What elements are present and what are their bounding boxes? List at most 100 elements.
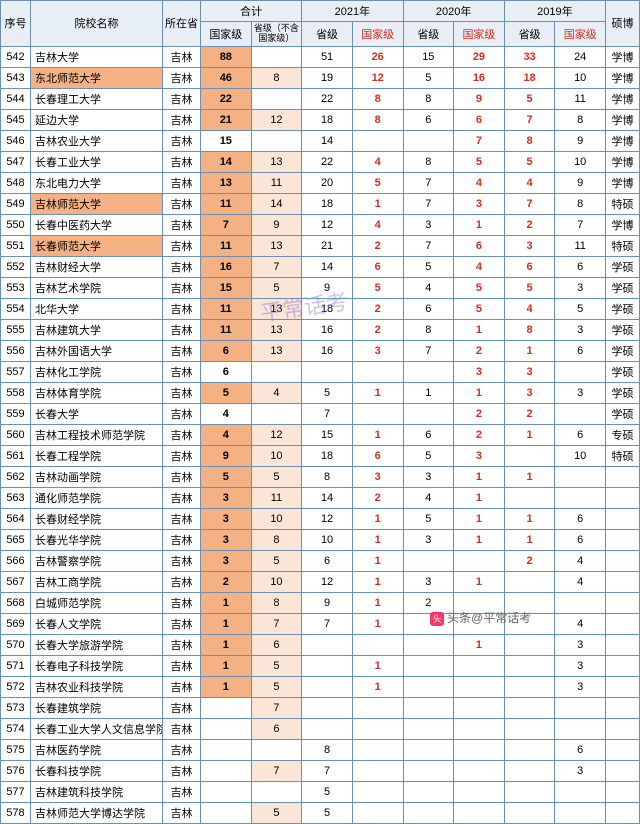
cell: 10 xyxy=(555,445,606,466)
cell: 1 xyxy=(504,508,555,529)
cell: 567 xyxy=(1,571,31,592)
cell xyxy=(251,781,302,802)
cell: 吉林 xyxy=(163,487,201,508)
cell: 长春电子科技学院 xyxy=(31,655,163,676)
cell: 16 xyxy=(302,340,353,361)
cell: 1 xyxy=(352,613,403,634)
cell: 22 xyxy=(201,88,252,109)
cell: 通化师范学院 xyxy=(31,487,163,508)
cell: 6 xyxy=(555,340,606,361)
cell: 3 xyxy=(403,529,454,550)
cell: 1 xyxy=(454,214,505,235)
cell: 5 xyxy=(251,466,302,487)
table-row: 574长春工业大学人文信息学院吉林6 xyxy=(1,718,640,739)
table-row: 549吉林师范大学吉林11141817378特硕 xyxy=(1,193,640,214)
cell: 3 xyxy=(555,319,606,340)
cell: 1 xyxy=(352,571,403,592)
cell xyxy=(454,655,505,676)
cell: 吉林动画学院 xyxy=(31,466,163,487)
cell: 1 xyxy=(454,466,505,487)
cell: 14 xyxy=(251,193,302,214)
table-row: 543东北师范大学吉林46819125161810学博 xyxy=(1,67,640,88)
cell: 吉林 xyxy=(163,508,201,529)
table-row: 542吉林大学吉林88512615293324学博 xyxy=(1,46,640,67)
cell: 574 xyxy=(1,718,31,739)
cell: 7 xyxy=(403,193,454,214)
cell: 6 xyxy=(403,109,454,130)
cell xyxy=(606,613,640,634)
cell: 特硕 xyxy=(606,193,640,214)
cell xyxy=(606,802,640,823)
cell: 12 xyxy=(251,109,302,130)
cell xyxy=(201,802,252,823)
cell xyxy=(606,592,640,613)
cell: 长春建筑学院 xyxy=(31,697,163,718)
table-row: 561长春工程学院吉林9101865310特硕 xyxy=(1,445,640,466)
cell: 长春大学旅游学院 xyxy=(31,634,163,655)
hdr-21sj: 省级 xyxy=(302,22,353,47)
hdr-gj: 国家级 xyxy=(201,22,252,47)
cell xyxy=(606,466,640,487)
cell: 2 xyxy=(352,319,403,340)
cell: 2 xyxy=(352,298,403,319)
cell: 长春大学 xyxy=(31,403,163,424)
cell: 1 xyxy=(201,592,252,613)
cell xyxy=(606,781,640,802)
cell: 学博 xyxy=(606,151,640,172)
cell: 3 xyxy=(555,676,606,697)
table-body: 542吉林大学吉林88512615293324学博543东北师范大学吉林4681… xyxy=(1,46,640,823)
cell: 559 xyxy=(1,403,31,424)
cell: 20 xyxy=(302,172,353,193)
cell: 特硕 xyxy=(606,445,640,466)
cell xyxy=(352,718,403,739)
cell xyxy=(454,739,505,760)
cell: 学博 xyxy=(606,109,640,130)
table-row: 554北华大学吉林11131826545学硕 xyxy=(1,298,640,319)
cell xyxy=(504,760,555,781)
cell xyxy=(403,676,454,697)
cell: 16 xyxy=(454,67,505,88)
cell xyxy=(403,130,454,151)
table-row: 567吉林工商学院吉林210121314 xyxy=(1,571,640,592)
cell xyxy=(403,634,454,655)
table-row: 547长春工业大学吉林141322485510学博 xyxy=(1,151,640,172)
cell xyxy=(555,592,606,613)
cell: 4 xyxy=(555,613,606,634)
cell: 5 xyxy=(403,445,454,466)
table-row: 558吉林体育学院吉林54511133学硕 xyxy=(1,382,640,403)
cell: 吉林 xyxy=(163,256,201,277)
cell: 6 xyxy=(555,529,606,550)
cell xyxy=(606,697,640,718)
cell: 1 xyxy=(454,319,505,340)
hdr-total: 合计 xyxy=(201,1,302,22)
table-row: 573长春建筑学院吉林7 xyxy=(1,697,640,718)
cell: 8 xyxy=(555,109,606,130)
cell: 3 xyxy=(201,487,252,508)
cell xyxy=(403,739,454,760)
cell: 11 xyxy=(555,88,606,109)
cell: 延边大学 xyxy=(31,109,163,130)
cell: 特硕 xyxy=(606,235,640,256)
cell: 6 xyxy=(555,508,606,529)
cell: 8 xyxy=(302,466,353,487)
cell: 562 xyxy=(1,466,31,487)
cell xyxy=(403,697,454,718)
cell: 3 xyxy=(555,655,606,676)
cell xyxy=(352,634,403,655)
table-row: 568白城师范学院吉林18912 xyxy=(1,592,640,613)
cell xyxy=(302,718,353,739)
cell: 2 xyxy=(504,403,555,424)
cell: 5 xyxy=(302,382,353,403)
cell xyxy=(504,487,555,508)
table-row: 559长春大学吉林4722学硕 xyxy=(1,403,640,424)
cell: 3 xyxy=(403,571,454,592)
cell xyxy=(555,802,606,823)
cell xyxy=(251,361,302,382)
cell: 5 xyxy=(403,67,454,88)
cell xyxy=(606,508,640,529)
cell: 学硕 xyxy=(606,298,640,319)
cell: 吉林 xyxy=(163,109,201,130)
table-row: 550长春中医药大学吉林791243127学博 xyxy=(1,214,640,235)
cell: 14 xyxy=(201,151,252,172)
cell: 吉林 xyxy=(163,235,201,256)
